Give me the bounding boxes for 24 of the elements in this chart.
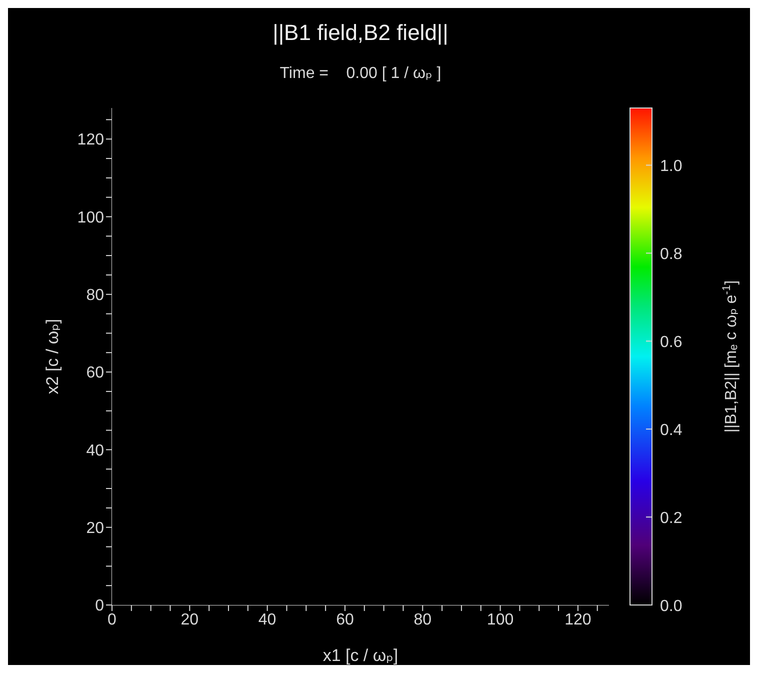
y-tick-label: 20 — [86, 520, 104, 538]
chart-subtitle: Time = 0.00 [ 1 / ωₚ ] — [280, 65, 442, 82]
y-tick-label: 40 — [86, 442, 104, 460]
y-tick-label: 0 — [95, 598, 104, 615]
color-bar-label: 1.0 — [660, 158, 682, 176]
y-axis-title: x2 [c / ωₚ] — [43, 318, 62, 394]
x-tick-label: 120 — [564, 611, 592, 628]
x-tick-label: 0 — [108, 611, 117, 628]
color-bar-label: 0.0 — [660, 598, 682, 615]
x-tick-label: 100 — [486, 611, 514, 628]
color-bar-label: 0.8 — [660, 246, 682, 264]
x-tick-label: 60 — [336, 611, 354, 628]
chart-title: ||B1 field,B2 field|| — [272, 20, 448, 45]
color-bar-label: 0.2 — [660, 510, 682, 528]
x-axis-title: x1 [c / ωₚ] — [322, 646, 398, 665]
y-tick-label: 60 — [86, 364, 104, 382]
y-tick-label: 80 — [86, 287, 104, 304]
color-bar-label: 0.4 — [660, 422, 682, 440]
x-tick-label: 40 — [258, 611, 276, 628]
color-bar-label: 0.6 — [660, 334, 682, 352]
x-tick-label: 80 — [414, 611, 432, 628]
x-tick-label: 20 — [180, 611, 199, 628]
y-tick-label: 120 — [77, 132, 104, 149]
y-tick-label: 100 — [77, 209, 104, 226]
